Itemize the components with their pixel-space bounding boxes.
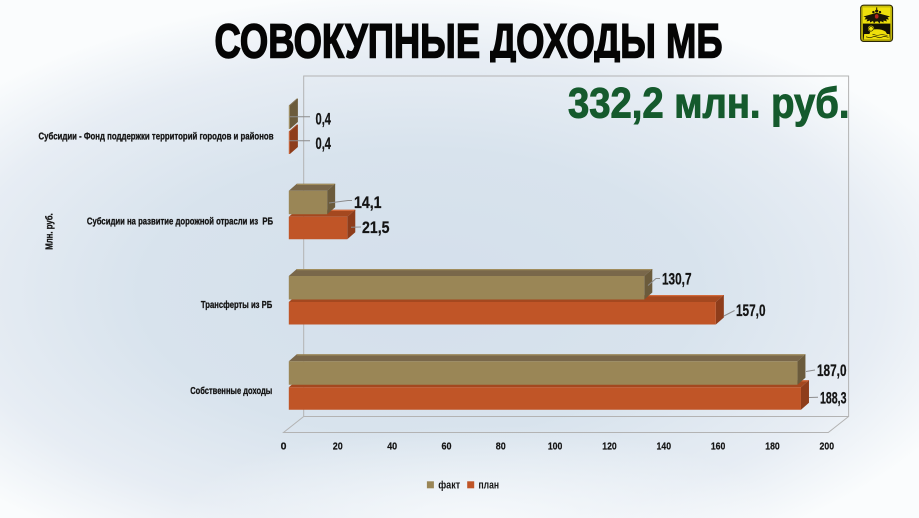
svg-text:100: 100 [548, 441, 563, 453]
svg-text:120: 120 [602, 441, 617, 453]
svg-text:200: 200 [820, 441, 835, 453]
svg-text:Субсидии на развитие дорожной: Субсидии на развитие дорожной отрасли из… [87, 216, 273, 228]
svg-text:140: 140 [657, 441, 672, 453]
svg-text:Собственные доходы: Собственные доходы [190, 385, 272, 397]
svg-text:40: 40 [387, 441, 397, 453]
svg-text:60: 60 [442, 441, 452, 453]
svg-text:130,7: 130,7 [662, 270, 692, 288]
svg-text:план: план [479, 480, 500, 492]
svg-text:Трансферты из РБ: Трансферты из РБ [201, 299, 272, 311]
svg-text:188,3: 188,3 [820, 389, 847, 407]
svg-text:80: 80 [496, 441, 506, 453]
svg-text:180: 180 [765, 441, 780, 453]
svg-text:187,0: 187,0 [817, 362, 847, 380]
svg-text:факт: факт [438, 480, 461, 492]
svg-text:0,4: 0,4 [316, 110, 332, 128]
svg-text:21,5: 21,5 [362, 219, 390, 237]
svg-text:14,1: 14,1 [354, 194, 382, 212]
svg-text:СОВОКУПНЫЕ ДОХОДЫ МБ: СОВОКУПНЫЕ ДОХОДЫ МБ [215, 15, 723, 68]
svg-text:Субсидии - Фонд поддержки терр: Субсидии - Фонд поддержки территорий гор… [39, 131, 274, 143]
svg-text:20: 20 [333, 441, 343, 453]
svg-text:0: 0 [281, 441, 287, 453]
svg-text:0,4: 0,4 [316, 135, 332, 153]
svg-text:Млн. руб.: Млн. руб. [44, 213, 56, 250]
svg-text:332,2 млн. руб.: 332,2 млн. руб. [568, 80, 850, 128]
svg-text:157,0: 157,0 [736, 302, 766, 320]
svg-text:160: 160 [711, 441, 726, 453]
